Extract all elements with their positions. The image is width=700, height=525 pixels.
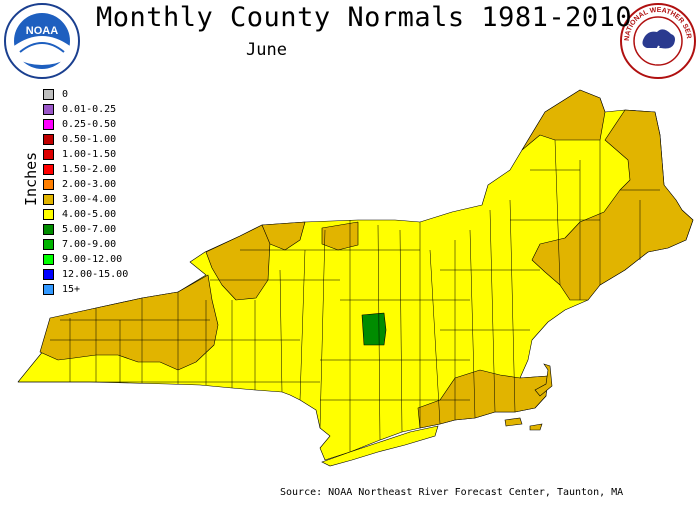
region-maine-north xyxy=(521,89,606,151)
legend-label: 0.25-0.50 xyxy=(62,119,117,130)
legend-item: 3.00-4.00 xyxy=(43,192,173,207)
noaa-logo-text: NOAA xyxy=(26,25,58,37)
legend-label: 1.00-1.50 xyxy=(62,149,117,160)
legend-swatch xyxy=(43,134,54,145)
region-central-ma xyxy=(361,312,387,346)
map-subtitle: June xyxy=(246,40,287,60)
legend-item: 1.50-2.00 xyxy=(43,162,173,177)
legend-label: 15+ xyxy=(62,284,81,295)
legend-swatch xyxy=(43,269,54,280)
noaa-logo: NOAA xyxy=(4,3,80,79)
region-se-new-england xyxy=(417,369,549,429)
legend-item: 7.00-9.00 xyxy=(43,237,173,252)
legend-item: 0.25-0.50 xyxy=(43,117,173,132)
legend-swatch xyxy=(43,194,54,205)
legend-item: 1.00-1.50 xyxy=(43,147,173,162)
legend-item: 12.00-15.00 xyxy=(43,267,173,282)
legend-label: 9.00-12.00 xyxy=(62,254,123,265)
nws-logo: NATIONAL WEATHER SERVICE xyxy=(619,2,696,79)
region-north-ny xyxy=(321,221,359,251)
legend-label: 1.50-2.00 xyxy=(62,164,117,175)
region-wny-lakeshore xyxy=(39,274,219,371)
legend-label: 2.00-3.00 xyxy=(62,179,117,190)
source-note: Source: NOAA Northeast River Forecast Ce… xyxy=(280,487,624,498)
legend-label: 5.00-7.00 xyxy=(62,224,117,235)
legend-swatch xyxy=(43,104,54,115)
legend-swatch xyxy=(43,239,54,250)
legend-swatch xyxy=(43,284,54,295)
legend-label: 0 xyxy=(62,89,69,100)
legend-label: 0.01-0.25 xyxy=(62,104,117,115)
legend-swatch xyxy=(43,179,54,190)
region-islands xyxy=(504,417,543,431)
legend: 0 0.01-0.25 0.25-0.50 0.50-1.00 1.00-1.50 1.5… xyxy=(43,87,173,297)
legend-swatch xyxy=(43,149,54,160)
legend-item: 0.50-1.00 xyxy=(43,132,173,147)
legend-item: 4.00-5.00 xyxy=(43,207,173,222)
legend-label: 12.00-15.00 xyxy=(62,269,129,280)
region-long-island xyxy=(321,425,439,467)
legend-item: 15+ xyxy=(43,282,173,297)
legend-label: 7.00-9.00 xyxy=(62,239,117,250)
legend-item: 0 xyxy=(43,87,173,102)
legend-swatch xyxy=(43,164,54,175)
region-tug-hill xyxy=(205,224,271,301)
region-cape-cod xyxy=(534,363,553,397)
legend-item: 0.01-0.25 xyxy=(43,102,173,117)
legend-swatch xyxy=(43,224,54,235)
legend-label: 3.00-4.00 xyxy=(62,194,117,205)
legend-swatch xyxy=(43,89,54,100)
legend-item: 9.00-12.00 xyxy=(43,252,173,267)
legend-item: 5.00-7.00 xyxy=(43,222,173,237)
legend-swatch xyxy=(43,209,54,220)
legend-swatch xyxy=(43,254,54,265)
legend-label: 4.00-5.00 xyxy=(62,209,117,220)
legend-label: 0.50-1.00 xyxy=(62,134,117,145)
page-title: Monthly County Normals 1981-2010 xyxy=(96,2,633,33)
legend-item: 2.00-3.00 xyxy=(43,177,173,192)
legend-swatch xyxy=(43,119,54,130)
region-st-lawrence xyxy=(261,221,306,251)
